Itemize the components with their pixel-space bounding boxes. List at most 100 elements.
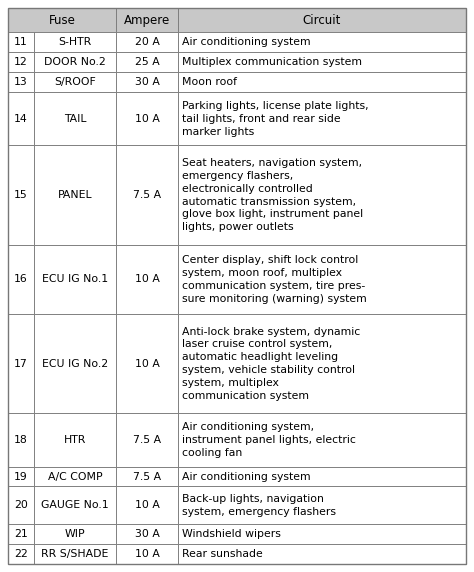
Text: HTR: HTR — [64, 435, 86, 445]
Bar — [34, 524, 116, 544]
Bar — [178, 467, 466, 486]
Text: 20: 20 — [14, 500, 28, 510]
Bar — [178, 52, 466, 72]
Bar — [178, 92, 466, 145]
Bar — [8, 544, 34, 564]
Bar — [8, 145, 34, 245]
Bar — [116, 72, 178, 92]
Text: TAIL: TAIL — [64, 114, 86, 124]
Bar — [178, 544, 466, 564]
Text: S/ROOF: S/ROOF — [54, 77, 96, 87]
Text: DOOR No.2: DOOR No.2 — [44, 57, 106, 67]
Bar — [34, 313, 116, 414]
Bar — [34, 92, 116, 145]
Text: 18: 18 — [14, 435, 28, 445]
Text: 22: 22 — [14, 549, 28, 559]
Bar — [178, 313, 466, 414]
Bar — [178, 486, 466, 524]
Text: 14: 14 — [14, 114, 28, 124]
Bar — [116, 467, 178, 486]
Text: Air conditioning system: Air conditioning system — [182, 37, 310, 47]
Bar — [8, 72, 34, 92]
Bar — [8, 33, 34, 52]
Bar — [34, 52, 116, 72]
Bar — [34, 72, 116, 92]
Text: 7.5 A: 7.5 A — [133, 435, 161, 445]
Bar — [8, 467, 34, 486]
Text: 10 A: 10 A — [135, 275, 159, 284]
Bar — [116, 414, 178, 467]
Text: 10 A: 10 A — [135, 114, 159, 124]
Bar — [34, 145, 116, 245]
Bar — [116, 145, 178, 245]
Text: 20 A: 20 A — [135, 37, 159, 47]
Text: A/C COMP: A/C COMP — [48, 471, 102, 482]
Bar — [8, 524, 34, 544]
Text: 21: 21 — [14, 529, 28, 539]
Bar — [34, 544, 116, 564]
Text: ECU IG No.2: ECU IG No.2 — [42, 359, 108, 368]
Text: Air conditioning system,
instrument panel lights, electric
cooling fan: Air conditioning system, instrument pane… — [182, 422, 356, 458]
Bar — [116, 245, 178, 313]
Text: 30 A: 30 A — [135, 77, 159, 87]
Bar — [178, 8, 466, 33]
Text: 30 A: 30 A — [135, 529, 159, 539]
Text: GAUGE No.1: GAUGE No.1 — [41, 500, 109, 510]
Text: Ampere: Ampere — [124, 14, 170, 27]
Bar — [34, 486, 116, 524]
Text: Fuse: Fuse — [48, 14, 75, 27]
Text: 7.5 A: 7.5 A — [133, 190, 161, 200]
Bar — [178, 33, 466, 52]
Text: PANEL: PANEL — [58, 190, 92, 200]
Bar — [178, 245, 466, 313]
Text: 12: 12 — [14, 57, 28, 67]
Text: 10 A: 10 A — [135, 500, 159, 510]
Bar — [178, 414, 466, 467]
Bar — [116, 33, 178, 52]
Bar — [8, 313, 34, 414]
Text: Circuit: Circuit — [303, 14, 341, 27]
Bar — [8, 8, 116, 33]
Text: Windshield wipers: Windshield wipers — [182, 529, 281, 539]
Text: Back-up lights, navigation
system, emergency flashers: Back-up lights, navigation system, emerg… — [182, 494, 336, 517]
Bar — [34, 245, 116, 313]
Text: Anti-lock brake system, dynamic
laser cruise control system,
automatic headlight: Anti-lock brake system, dynamic laser cr… — [182, 327, 360, 400]
Text: 10 A: 10 A — [135, 549, 159, 559]
Text: Multiplex communication system: Multiplex communication system — [182, 57, 362, 67]
Text: Air conditioning system: Air conditioning system — [182, 471, 310, 482]
Text: Moon roof: Moon roof — [182, 77, 237, 87]
Bar — [34, 414, 116, 467]
Text: Center display, shift lock control
system, moon roof, multiplex
communication sy: Center display, shift lock control syste… — [182, 255, 367, 304]
Bar — [8, 92, 34, 145]
Bar — [116, 313, 178, 414]
Text: WIP: WIP — [64, 529, 85, 539]
Text: 17: 17 — [14, 359, 28, 368]
Text: ECU IG No.1: ECU IG No.1 — [42, 275, 108, 284]
Bar — [34, 33, 116, 52]
Text: 11: 11 — [14, 37, 28, 47]
Text: 15: 15 — [14, 190, 28, 200]
Bar — [116, 524, 178, 544]
Bar — [116, 544, 178, 564]
Bar — [34, 467, 116, 486]
Text: 13: 13 — [14, 77, 28, 87]
Text: 10 A: 10 A — [135, 359, 159, 368]
Bar — [178, 145, 466, 245]
Bar — [8, 414, 34, 467]
Text: 25 A: 25 A — [135, 57, 159, 67]
Bar — [116, 8, 178, 33]
Text: 19: 19 — [14, 471, 28, 482]
Bar — [116, 486, 178, 524]
Text: 7.5 A: 7.5 A — [133, 471, 161, 482]
Text: Rear sunshade: Rear sunshade — [182, 549, 263, 559]
Bar — [8, 245, 34, 313]
Text: S-HTR: S-HTR — [58, 37, 91, 47]
Text: 16: 16 — [14, 275, 28, 284]
Bar — [8, 52, 34, 72]
Bar — [178, 72, 466, 92]
Text: Parking lights, license plate lights,
tail lights, front and rear side
marker li: Parking lights, license plate lights, ta… — [182, 101, 369, 137]
Text: Seat heaters, navigation system,
emergency flashers,
electronically controlled
a: Seat heaters, navigation system, emergen… — [182, 158, 363, 232]
Text: RR S/SHADE: RR S/SHADE — [41, 549, 109, 559]
Bar — [8, 486, 34, 524]
Bar — [116, 92, 178, 145]
